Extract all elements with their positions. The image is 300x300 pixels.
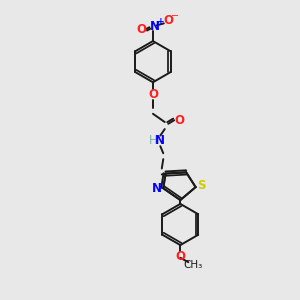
Text: N: N: [150, 20, 160, 32]
Text: O: O: [163, 14, 173, 27]
Text: H: H: [148, 134, 157, 147]
Text: +: +: [158, 17, 165, 26]
Text: S: S: [197, 179, 206, 192]
Text: N: N: [152, 182, 162, 195]
Text: −: −: [171, 11, 179, 21]
Text: O: O: [175, 250, 185, 263]
Text: O: O: [137, 23, 147, 36]
Text: O: O: [174, 114, 184, 127]
Text: CH₃: CH₃: [183, 260, 202, 270]
Text: N: N: [155, 134, 165, 147]
Text: O: O: [148, 88, 158, 101]
